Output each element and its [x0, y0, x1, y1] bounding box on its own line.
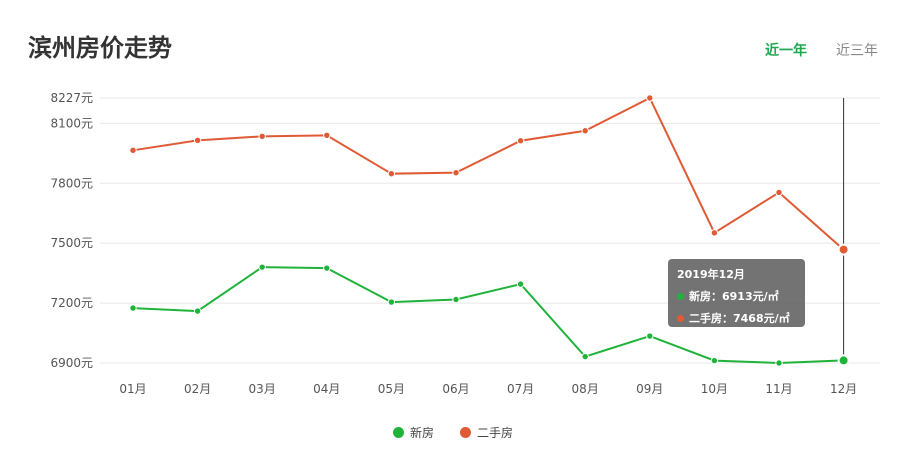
data-point-1-12 [837, 243, 850, 256]
data-point-0-7 [516, 280, 525, 288]
tab-three-years[interactable]: 近三年 [836, 43, 878, 59]
data-point-1-5 [387, 169, 396, 178]
legend-second-dot [460, 427, 472, 438]
y-tick-label-7500: 7500元 [50, 236, 93, 250]
data-point-1-7 [516, 137, 525, 145]
y-tick-label-6900: 6900元 [50, 356, 93, 370]
data-point-0-3 [258, 263, 266, 271]
x-tick-label-1: 01月 [119, 382, 146, 396]
data-point-0-4 [323, 264, 331, 272]
data-point-0-11 [775, 359, 783, 367]
data-point-0-12 [837, 354, 850, 367]
chart-legend: 新房 二手房 [393, 424, 513, 441]
x-tick-label-11: 11月 [765, 382, 792, 396]
x-tick-label-6: 06月 [442, 382, 469, 396]
legend-second-label: 二手房 [477, 426, 514, 440]
data-point-1-6 [452, 168, 460, 177]
data-point-1-3 [258, 132, 266, 141]
data-point-1-9 [646, 94, 654, 102]
data-point-0-5 [387, 298, 396, 306]
tooltip-new-dot [677, 292, 684, 300]
x-tick-label-10: 10月 [701, 382, 728, 396]
x-tick-label-5: 05月 [378, 382, 405, 396]
data-point-0-2 [193, 307, 202, 315]
data-point-1-8 [581, 127, 589, 135]
data-point-1-11 [775, 188, 783, 197]
series-line-0 [132, 266, 844, 365]
data-point-0-10 [710, 356, 719, 365]
x-tick-label-2: 02月 [184, 382, 211, 396]
data-point-0-1 [129, 304, 137, 312]
data-point-0-9 [646, 332, 654, 340]
tooltip-row-second: 二手房：7468元/㎡ [677, 310, 796, 326]
x-tick-label-9: 09月 [636, 382, 663, 396]
tooltip-row-new: 新房：6913元/㎡ [677, 288, 796, 304]
y-tick-label-8100: 8100元 [50, 116, 93, 130]
y-tick-label-7800: 7800元 [50, 176, 93, 190]
data-point-1-1 [129, 146, 137, 155]
data-point-1-2 [193, 136, 202, 145]
tooltip-second-value: 二手房：7468元/㎡ [689, 312, 790, 325]
series-line-1 [132, 96, 845, 251]
x-tick-label-12: 12月 [830, 382, 857, 396]
x-tick-label-8: 08月 [572, 382, 599, 396]
data-point-0-8 [581, 352, 589, 361]
legend-item-new-house[interactable]: 新房 [393, 424, 434, 441]
x-tick-label-3: 03月 [249, 382, 276, 396]
x-tick-label-4: 04月 [313, 382, 340, 396]
legend-new-label: 新房 [410, 426, 435, 440]
tooltip-new-value: 新房：6913元/㎡ [689, 290, 779, 303]
data-point-1-4 [323, 131, 331, 140]
data-point-1-10 [710, 229, 719, 237]
tooltip-title: 2019年12月 [677, 268, 745, 281]
legend-new-dot [393, 427, 404, 438]
y-tick-label-8227: 8227元 [50, 91, 93, 105]
tooltip-second-dot [677, 314, 684, 322]
data-tooltip: 2019年12月 新房：6913元/㎡ 二手房：7468元/㎡ [668, 259, 805, 327]
page-title: 滨州房价走势 [28, 34, 172, 62]
x-tick-label-7: 07月 [507, 382, 534, 396]
data-point-0-6 [452, 295, 460, 304]
legend-item-second-hand[interactable]: 二手房 [460, 424, 513, 441]
y-tick-label-7200: 7200元 [50, 296, 93, 310]
tab-one-year[interactable]: 近一年 [765, 43, 807, 59]
